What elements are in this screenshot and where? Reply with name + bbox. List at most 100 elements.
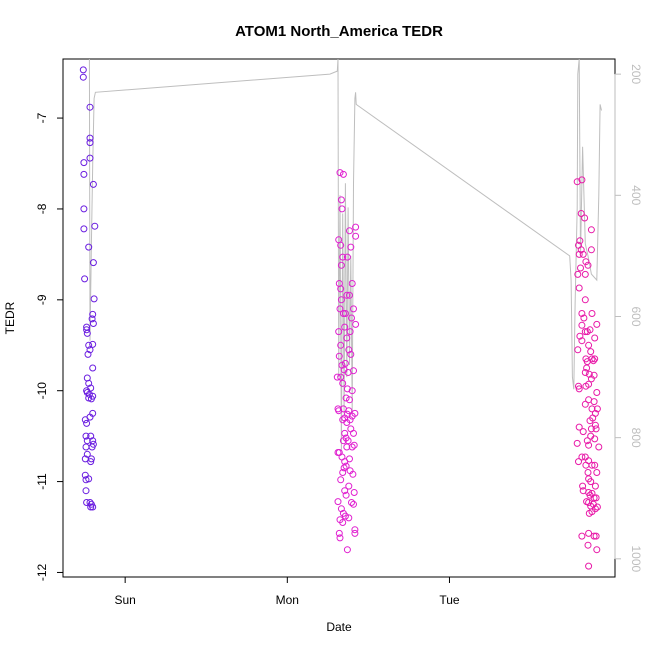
- data-point: [580, 314, 588, 322]
- data-point: [592, 494, 600, 502]
- data-point: [346, 227, 353, 235]
- data-point: [587, 246, 595, 254]
- data-point: [349, 470, 357, 478]
- x-tick-label: Tue: [439, 593, 460, 607]
- data-point: [575, 284, 583, 292]
- data-point: [343, 334, 351, 342]
- y-tick-label: -12: [35, 563, 49, 581]
- x-axis-label: Date: [326, 620, 352, 634]
- y-tick-label: -10: [35, 382, 49, 400]
- data-point: [582, 258, 590, 266]
- data-point: [89, 310, 97, 318]
- data-point: [339, 310, 347, 317]
- data-point: [582, 382, 590, 390]
- secondary-y-axis: 200 400 600 800 1000: [614, 64, 643, 572]
- data-point: [352, 223, 360, 231]
- data-point: [80, 159, 88, 167]
- data-point: [578, 310, 586, 317]
- data-point: [593, 389, 601, 396]
- data-point: [578, 532, 586, 540]
- data-point: [341, 429, 349, 437]
- data-point: [575, 385, 583, 393]
- data-point: [337, 196, 345, 204]
- data-point: [334, 449, 342, 456]
- data-point: [585, 562, 593, 570]
- data-point: [335, 529, 343, 537]
- data-point: [80, 205, 88, 213]
- data-point: [341, 487, 349, 495]
- data-point: [85, 341, 93, 349]
- data-point: [587, 226, 595, 234]
- data-point: [343, 546, 351, 554]
- data-point: [575, 458, 582, 466]
- data-point: [585, 341, 593, 349]
- data-point: [337, 285, 345, 293]
- data-point: [591, 355, 599, 363]
- data-point: [337, 505, 345, 513]
- data-point: [588, 310, 596, 317]
- data-point: [583, 437, 591, 445]
- data-point: [85, 379, 93, 387]
- data-point: [83, 437, 91, 445]
- data-point: [346, 416, 354, 424]
- data-point: [81, 275, 89, 283]
- data-point: [350, 429, 357, 437]
- data-point: [581, 214, 589, 222]
- data-point: [578, 337, 586, 345]
- data-point: [591, 421, 599, 429]
- data-point: [88, 315, 96, 323]
- data-point: [89, 259, 97, 267]
- chart-title: ATOM1 North_America TEDR: [235, 23, 443, 40]
- data-point: [87, 458, 95, 466]
- data-point: [588, 461, 596, 469]
- data-point: [347, 350, 355, 358]
- data-point: [584, 469, 592, 476]
- data-point: [80, 170, 88, 178]
- data-point: [341, 359, 349, 367]
- data-point: [343, 443, 351, 451]
- data-point: [588, 355, 596, 363]
- data-point: [346, 455, 353, 463]
- data-point: [82, 487, 90, 495]
- data-point: [581, 369, 589, 376]
- y-tick-label: -8: [35, 203, 49, 214]
- data-point: [588, 405, 596, 413]
- data-point: [89, 409, 97, 417]
- data-point: [579, 482, 587, 490]
- data-point: [84, 350, 92, 358]
- data-point: [590, 398, 598, 406]
- data-point: [89, 320, 97, 327]
- data-point: [83, 329, 91, 337]
- data-point: [595, 443, 603, 451]
- y-axis: -12 -11 -10 -9 -8 -7: [35, 112, 63, 581]
- data-point: [86, 103, 94, 111]
- data-point: [574, 270, 582, 278]
- data-point: [586, 417, 594, 425]
- data-point: [83, 326, 91, 334]
- data-point: [341, 323, 349, 331]
- data-point: [352, 320, 360, 328]
- data-point: [89, 364, 97, 372]
- data-point: [336, 305, 344, 313]
- data-point: [338, 205, 346, 213]
- data-point: [82, 432, 90, 440]
- data-point: [87, 503, 95, 511]
- data-point: [335, 352, 343, 360]
- scatter-points: [79, 66, 603, 570]
- data-point: [593, 320, 601, 328]
- data-point: [334, 498, 342, 506]
- y-axis-label: TEDR: [3, 301, 17, 334]
- data-point: [333, 373, 341, 381]
- data-point: [585, 529, 593, 537]
- data-point: [89, 180, 97, 188]
- data-point: [577, 264, 584, 272]
- data-point: [591, 482, 599, 490]
- data-point: [83, 450, 91, 458]
- data-point: [348, 443, 356, 451]
- data-point: [342, 491, 350, 499]
- data-point: [336, 169, 344, 177]
- y-tick-label: -7: [35, 112, 49, 123]
- data-point: [341, 310, 349, 317]
- data-point: [350, 367, 357, 375]
